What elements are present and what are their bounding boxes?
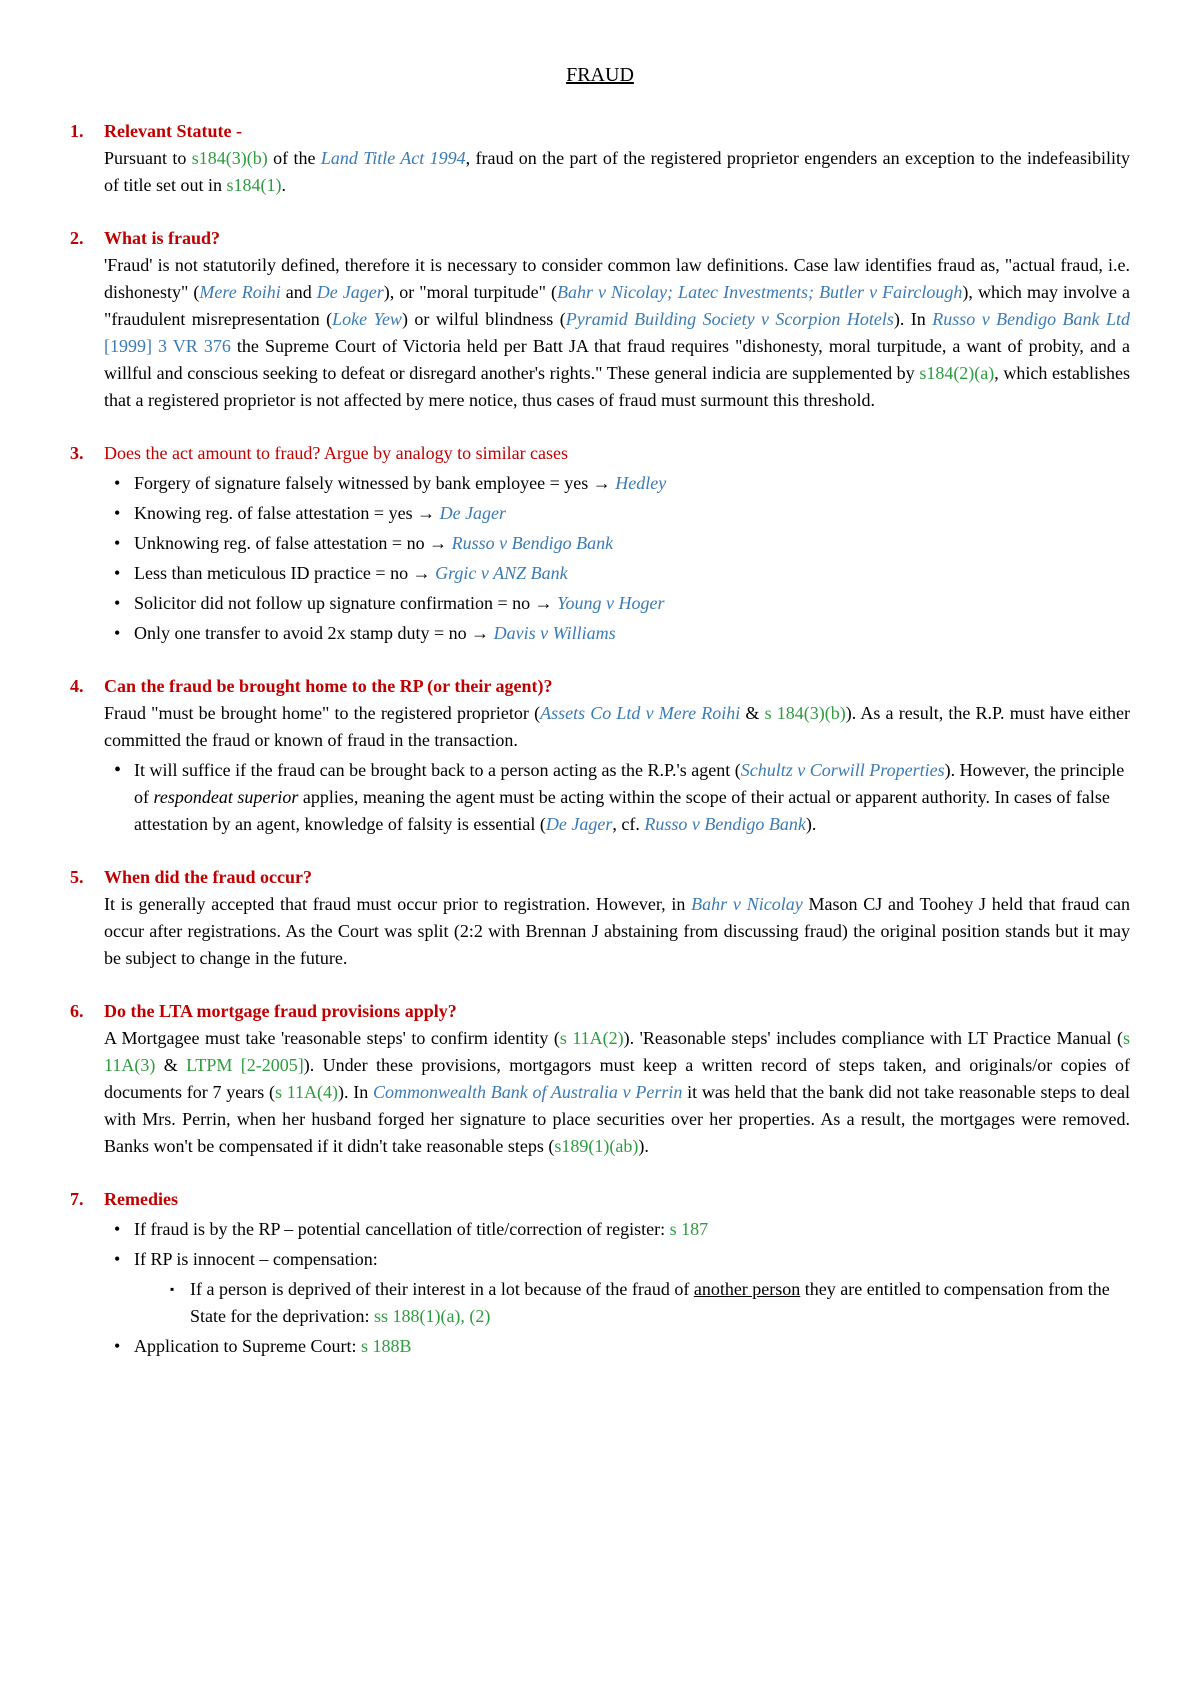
section: 7.Remedies If fraud is by the RP – potent… xyxy=(70,1186,1130,1360)
list-item: If RP is innocent – compensation:If a pe… xyxy=(104,1246,1130,1330)
section-body: It is generally accepted that fraud must… xyxy=(104,891,1130,972)
section-heading: Does the act amount to fraud? Argue by a… xyxy=(104,440,568,467)
bullet-list: It will suffice if the fraud can be brou… xyxy=(104,757,1130,838)
section-body: 'Fraud' is not statutorily defined, ther… xyxy=(104,252,1130,414)
list-item: Solicitor did not follow up signature co… xyxy=(104,590,1130,617)
section-number: 3. xyxy=(70,440,104,467)
section: 6.Do the LTA mortgage fraud provisions a… xyxy=(70,998,1130,1160)
section-heading: Remedies xyxy=(104,1186,178,1213)
section-body: Fraud "must be brought home" to the regi… xyxy=(104,700,1130,754)
section-header: 7.Remedies xyxy=(70,1186,1130,1213)
section-heading: Do the LTA mortgage fraud provisions app… xyxy=(104,998,457,1025)
section-body: Pursuant to s184(3)(b) of the Land Title… xyxy=(104,145,1130,199)
list-item: Less than meticulous ID practice = no → … xyxy=(104,560,1130,587)
list-item: Forgery of signature falsely witnessed b… xyxy=(104,470,1130,497)
section-header: 2.What is fraud? xyxy=(70,225,1130,252)
section: 4.Can the fraud be brought home to the R… xyxy=(70,673,1130,838)
section-header: 3.Does the act amount to fraud? Argue by… xyxy=(70,440,1130,467)
section-header: 5.When did the fraud occur? xyxy=(70,864,1130,891)
section-body: A Mortgagee must take 'reasonable steps'… xyxy=(104,1025,1130,1160)
list-item: If fraud is by the RP – potential cancel… xyxy=(104,1216,1130,1243)
section-header: 4.Can the fraud be brought home to the R… xyxy=(70,673,1130,700)
list-item: Unknowing reg. of false attestation = no… xyxy=(104,530,1130,557)
section: 3.Does the act amount to fraud? Argue by… xyxy=(70,440,1130,647)
sub-list: If a person is deprived of their interes… xyxy=(164,1276,1130,1330)
section-header: 6.Do the LTA mortgage fraud provisions a… xyxy=(70,998,1130,1025)
section-number: 1. xyxy=(70,118,104,145)
section-number: 2. xyxy=(70,225,104,252)
section-header: 1.Relevant Statute - xyxy=(70,118,1130,145)
section-heading: Can the fraud be brought home to the RP … xyxy=(104,673,553,700)
section: 1.Relevant Statute -Pursuant to s184(3)(… xyxy=(70,118,1130,199)
list-item: It will suffice if the fraud can be brou… xyxy=(104,757,1130,838)
section: 2.What is fraud?'Fraud' is not statutori… xyxy=(70,225,1130,414)
list-item: If a person is deprived of their interes… xyxy=(164,1276,1130,1330)
section-number: 5. xyxy=(70,864,104,891)
bullet-list: If fraud is by the RP – potential cancel… xyxy=(104,1216,1130,1360)
section-number: 7. xyxy=(70,1186,104,1213)
page-title: FRAUD xyxy=(70,60,1130,90)
section: 5.When did the fraud occur?It is general… xyxy=(70,864,1130,972)
section-number: 4. xyxy=(70,673,104,700)
bullet-list: Forgery of signature falsely witnessed b… xyxy=(104,470,1130,647)
list-item: Only one transfer to avoid 2x stamp duty… xyxy=(104,620,1130,647)
section-heading: When did the fraud occur? xyxy=(104,864,312,891)
section-number: 6. xyxy=(70,998,104,1025)
list-item: Application to Supreme Court: s 188B xyxy=(104,1333,1130,1360)
list-item: Knowing reg. of false attestation = yes … xyxy=(104,500,1130,527)
section-heading: Relevant Statute - xyxy=(104,118,242,145)
section-heading: What is fraud? xyxy=(104,225,220,252)
